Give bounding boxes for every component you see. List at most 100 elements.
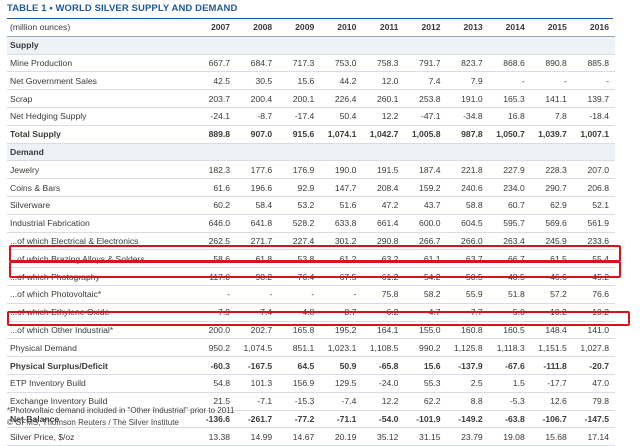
row-label: Scrap bbox=[7, 89, 194, 108]
row-label: Net Hedging Supply bbox=[7, 107, 194, 126]
table-cell: 55.4 bbox=[572, 249, 615, 269]
table-cell bbox=[278, 143, 321, 162]
section-header-row: Demand bbox=[7, 143, 615, 162]
table-cell: 791.7 bbox=[404, 54, 447, 73]
table-cell: -8.7 bbox=[236, 107, 279, 126]
section-header-row: Supply bbox=[7, 36, 615, 55]
table-row: Total Supply 889.8 907.0 915.6 1,074.1 1,042.… bbox=[7, 125, 615, 144]
table-cell: -47.1 bbox=[404, 107, 447, 126]
year-header: 2009 bbox=[278, 19, 321, 37]
table-cell: 177.6 bbox=[236, 160, 279, 180]
table-cell: 191.5 bbox=[362, 160, 405, 180]
table-cell: 79.8 bbox=[572, 392, 615, 411]
table-cell: 1,074.5 bbox=[236, 338, 279, 358]
year-header: 2007 bbox=[194, 19, 237, 37]
table-cell: 42.5 bbox=[194, 71, 237, 91]
table-cell: 851.1 bbox=[278, 338, 321, 358]
row-label: ...of which Brazing Alloys & Solders bbox=[7, 249, 194, 269]
table-cell: 600.0 bbox=[404, 214, 447, 233]
table-cell: 23.79 bbox=[446, 427, 489, 446]
table-cell: 75.8 bbox=[362, 285, 405, 304]
table-cell: 61.2 bbox=[320, 249, 363, 269]
table-cell: 58.2 bbox=[404, 285, 447, 304]
table-cell: - bbox=[572, 71, 615, 91]
table-cell: 1.5 bbox=[488, 374, 531, 393]
table-cell: 226.4 bbox=[320, 89, 363, 108]
table-cell: 16.8 bbox=[488, 107, 531, 126]
table-cell: 43.7 bbox=[404, 196, 447, 215]
table-cell: -147.5 bbox=[572, 410, 615, 429]
table-cell: 1,125.8 bbox=[446, 338, 489, 358]
year-header: 2014 bbox=[488, 19, 531, 37]
table-cell: 141.1 bbox=[530, 89, 573, 108]
table-row: Net Balance -136.6 -261.7 -77.2 -71.1 -54.0 -1… bbox=[7, 410, 615, 429]
table-cell: 227.9 bbox=[488, 160, 531, 180]
table-cell: -136.6 bbox=[194, 410, 237, 429]
table-row: Net Hedging Supply -24.1 -8.7 -17.4 50.4 12.2… bbox=[7, 107, 615, 126]
table-cell: 58.8 bbox=[446, 196, 489, 215]
highlight-box-photovoltaic bbox=[9, 261, 621, 278]
table-cell: 1,108.5 bbox=[362, 338, 405, 358]
table-cell: 92.9 bbox=[278, 178, 321, 197]
table-row: Coins & Bars 61.6 196.6 92.9 147.7 208.4 159.2… bbox=[7, 178, 615, 197]
table-cell: 12.2 bbox=[362, 107, 405, 126]
table-cell: 885.8 bbox=[572, 54, 615, 73]
table-cell bbox=[446, 36, 489, 55]
table-row: Industrial Fabrication 646.0 641.8 528.2 633… bbox=[7, 214, 615, 233]
table-cell: 207.0 bbox=[572, 160, 615, 180]
table-cell: 61.8 bbox=[236, 249, 279, 269]
row-label: Net Balance bbox=[7, 410, 194, 429]
table-cell bbox=[530, 143, 573, 162]
table-cell: 234.0 bbox=[488, 178, 531, 197]
table-cell: 667.7 bbox=[194, 54, 237, 73]
table-cell bbox=[236, 143, 279, 162]
table-cell: 53.8 bbox=[278, 249, 321, 269]
table-cell: -63.8 bbox=[488, 410, 531, 429]
table-cell: - bbox=[278, 285, 321, 304]
table-cell bbox=[362, 143, 405, 162]
table-cell: -149.2 bbox=[446, 410, 489, 429]
table-cell: 52.1 bbox=[572, 196, 615, 215]
table-cell: 684.7 bbox=[236, 54, 279, 73]
table-header-row: (million ounces) 2007 2008 2009 2010 201… bbox=[7, 19, 615, 37]
table-cell: 200.1 bbox=[278, 89, 321, 108]
table-cell: 528.2 bbox=[278, 214, 321, 233]
table-cell bbox=[194, 36, 237, 55]
table-cell: - bbox=[530, 71, 573, 91]
table-cell: 66.7 bbox=[488, 249, 531, 269]
table-row: ...of which Brazing Alloys & Solders 58.6… bbox=[7, 249, 615, 269]
table-cell: 12.2 bbox=[362, 392, 405, 411]
table-cell: 51.8 bbox=[488, 285, 531, 304]
table-cell: 12.6 bbox=[530, 392, 573, 411]
table-cell: 1,007.1 bbox=[572, 125, 615, 144]
table-cell: 20.19 bbox=[320, 427, 363, 446]
table-cell: 595.7 bbox=[488, 214, 531, 233]
table-row: Net Government Sales 42.5 30.5 15.6 44.2 12.0… bbox=[7, 71, 615, 91]
table-cell: 159.2 bbox=[404, 178, 447, 197]
table-cell: 61.1 bbox=[404, 249, 447, 269]
table-cell: 1,042.7 bbox=[362, 125, 405, 144]
year-header: 2015 bbox=[530, 19, 573, 37]
table-cell: -7.1 bbox=[236, 392, 279, 411]
row-label: Silverware bbox=[7, 196, 194, 215]
table-row: Physical Surplus/Deficit -60.3 -167.5 64.5 5… bbox=[7, 356, 615, 375]
table-cell: 57.2 bbox=[530, 285, 573, 304]
table-cell: 15.68 bbox=[530, 427, 573, 446]
table-cell bbox=[362, 36, 405, 55]
table-cell: 1,050.7 bbox=[488, 125, 531, 144]
table-cell: 1,027.8 bbox=[572, 338, 615, 358]
row-label: Total Supply bbox=[7, 125, 194, 144]
table-cell: 14.99 bbox=[236, 427, 279, 446]
table-cell: 76.6 bbox=[572, 285, 615, 304]
table-cell bbox=[488, 143, 531, 162]
table-title: TABLE 1 • WORLD SILVER SUPPLY AND DEMAND bbox=[7, 3, 238, 14]
table-cell: -24.1 bbox=[194, 107, 237, 126]
row-label: ...of which Photovoltaic* bbox=[7, 285, 194, 304]
table-cell: -65.8 bbox=[362, 356, 405, 375]
highlight-box-photography bbox=[9, 245, 621, 262]
table-cell: 50.9 bbox=[320, 356, 363, 375]
table-cell: 61.5 bbox=[530, 249, 573, 269]
table-cell: 950.2 bbox=[194, 338, 237, 358]
table-row: Jewelry 182.3 177.6 176.9 190.0 191.5 187.4 221… bbox=[7, 160, 615, 180]
table-cell: -167.5 bbox=[236, 356, 279, 375]
